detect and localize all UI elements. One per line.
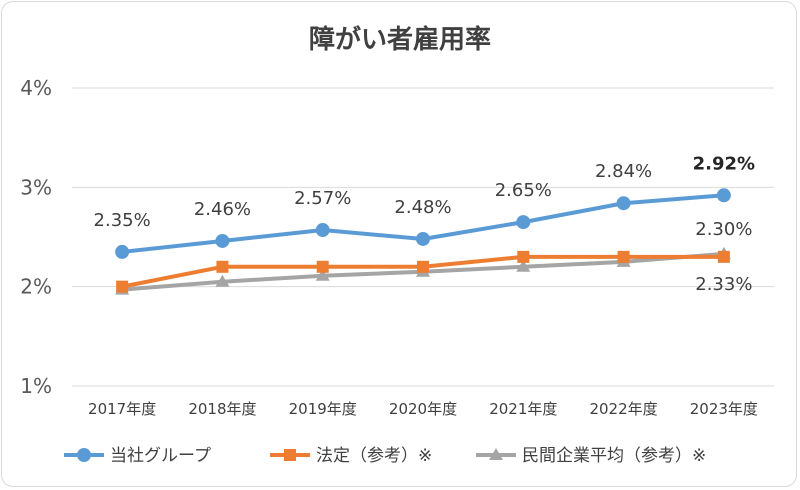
legend-label: 法定（参考）※ bbox=[316, 446, 432, 466]
y-tick-label: 4% bbox=[20, 76, 52, 100]
data-labels: 2.35% 2.46% 2.57% 2.48% 2.65% 2.84% 2.92% 2.30%… bbox=[94, 153, 756, 295]
legend-label: 当社グループ bbox=[110, 446, 211, 466]
x-tick-label: 2021年度 bbox=[489, 400, 557, 418]
data-label: 2.30% bbox=[695, 219, 752, 240]
y-tick-label: 2% bbox=[20, 275, 52, 299]
data-label: 2.46% bbox=[194, 199, 251, 220]
data-point bbox=[517, 250, 530, 263]
data-point bbox=[315, 223, 330, 238]
data-point bbox=[215, 274, 230, 287]
x-tick-label: 2018年度 bbox=[188, 400, 256, 418]
data-label: 2.92% bbox=[693, 153, 755, 174]
data-label: 2.35% bbox=[94, 210, 151, 231]
data-point bbox=[215, 233, 230, 248]
chart-title: 障がい者雇用率 bbox=[309, 24, 491, 55]
y-axis-ticks: 1% 2% 3% 4% bbox=[20, 76, 52, 398]
data-label: 2.48% bbox=[394, 197, 451, 218]
data-point bbox=[616, 196, 631, 211]
data-point bbox=[115, 244, 130, 259]
data-label: 2.84% bbox=[595, 161, 652, 182]
data-label: 2.57% bbox=[294, 188, 351, 209]
data-point bbox=[316, 260, 329, 273]
x-tick-label: 2019年度 bbox=[289, 400, 357, 418]
legend-item: 法定（参考）※ bbox=[270, 446, 432, 466]
x-tick-label: 2022年度 bbox=[589, 400, 657, 418]
y-tick-label: 1% bbox=[20, 374, 52, 398]
gridlines bbox=[72, 87, 774, 387]
data-point bbox=[416, 231, 430, 246]
data-point bbox=[717, 250, 730, 263]
data-point bbox=[417, 260, 429, 273]
data-label: 2.65% bbox=[495, 180, 552, 201]
x-tick-label: 2017年度 bbox=[88, 400, 156, 418]
series-group bbox=[115, 188, 731, 295]
data-point bbox=[315, 268, 330, 281]
y-tick-label: 3% bbox=[20, 175, 52, 199]
legend-item: 民間企業平均（参考）※ bbox=[476, 446, 706, 466]
legend-marker bbox=[77, 448, 91, 462]
data-point bbox=[516, 259, 531, 272]
x-tick-label: 2020年度 bbox=[389, 400, 457, 418]
data-point bbox=[116, 280, 129, 293]
legend-marker bbox=[284, 449, 296, 461]
legend-item: 当社グループ bbox=[64, 446, 211, 466]
legend-marker bbox=[489, 448, 503, 460]
x-axis-ticks: 2017年度 2018年度 2019年度 2020年度 2021年度 2022年度 2023… bbox=[88, 400, 758, 418]
legend-label: 民間企業平均（参考）※ bbox=[522, 446, 706, 466]
data-point bbox=[216, 260, 229, 273]
data-point bbox=[516, 215, 531, 230]
data-label: 2.33% bbox=[695, 274, 752, 295]
x-tick-label: 2023年度 bbox=[690, 400, 758, 418]
data-point bbox=[617, 250, 630, 263]
data-point bbox=[716, 188, 731, 203]
legend: 当社グループ 法定（参考）※ 民間企業平均（参考）※ bbox=[64, 446, 706, 466]
